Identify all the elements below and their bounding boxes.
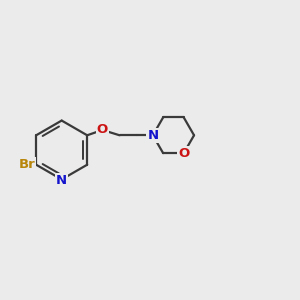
Text: Br: Br [18,158,35,171]
Text: N: N [147,129,158,142]
Text: O: O [97,124,108,136]
Text: O: O [178,147,189,160]
Text: N: N [56,174,67,187]
